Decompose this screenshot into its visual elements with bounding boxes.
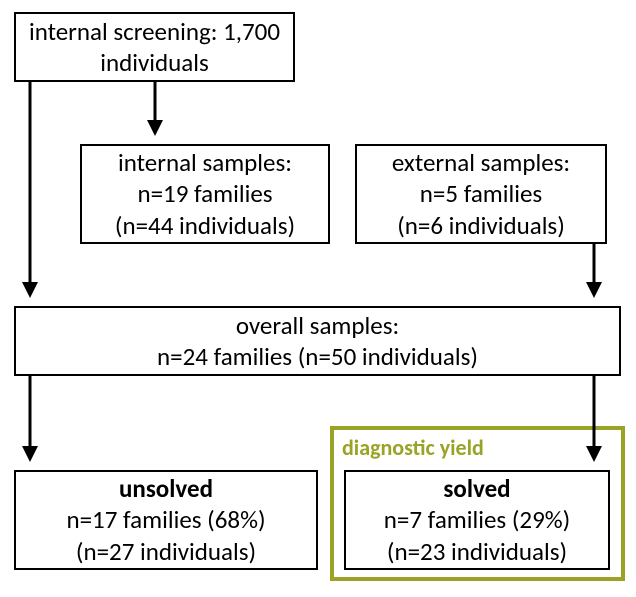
node-overall-line1: overall samples:	[236, 310, 399, 341]
node-solved-line3: (n=23 individuals)	[387, 536, 567, 567]
node-external-line2: n=5 families	[420, 178, 542, 209]
node-unsolved-title: unsolved	[119, 473, 213, 504]
node-unsolved-line2: n=17 families (68%)	[66, 504, 265, 535]
diagnostic-yield-label: diagnostic yield	[342, 434, 484, 461]
node-internal-line3: (n=44 individuals)	[115, 210, 295, 241]
node-overall: overall samples: n=24 families (n=50 ind…	[14, 306, 621, 376]
node-screening-line1: internal screening: 1,700	[29, 16, 280, 47]
node-external-line3: (n=6 individuals)	[397, 210, 565, 241]
node-internal-line2: n=19 families	[137, 178, 272, 209]
node-screening: internal screening: 1,700 individuals	[14, 12, 295, 82]
node-internal: internal samples: n=19 families (n=44 in…	[80, 144, 330, 244]
node-solved: solved n=7 families (29%) (n=23 individu…	[344, 470, 610, 570]
node-solved-line2: n=7 families (29%)	[384, 504, 570, 535]
node-unsolved-line3: (n=27 individuals)	[76, 536, 256, 567]
node-external: external samples: n=5 families (n=6 indi…	[355, 144, 607, 244]
node-overall-line2: n=24 families (n=50 individuals)	[157, 341, 478, 372]
node-unsolved: unsolved n=17 families (68%) (n=27 indiv…	[14, 470, 318, 570]
node-screening-line2: individuals	[100, 47, 209, 78]
node-internal-line1: internal samples:	[118, 147, 292, 178]
node-external-line1: external samples:	[392, 147, 570, 178]
node-solved-title: solved	[443, 473, 510, 504]
